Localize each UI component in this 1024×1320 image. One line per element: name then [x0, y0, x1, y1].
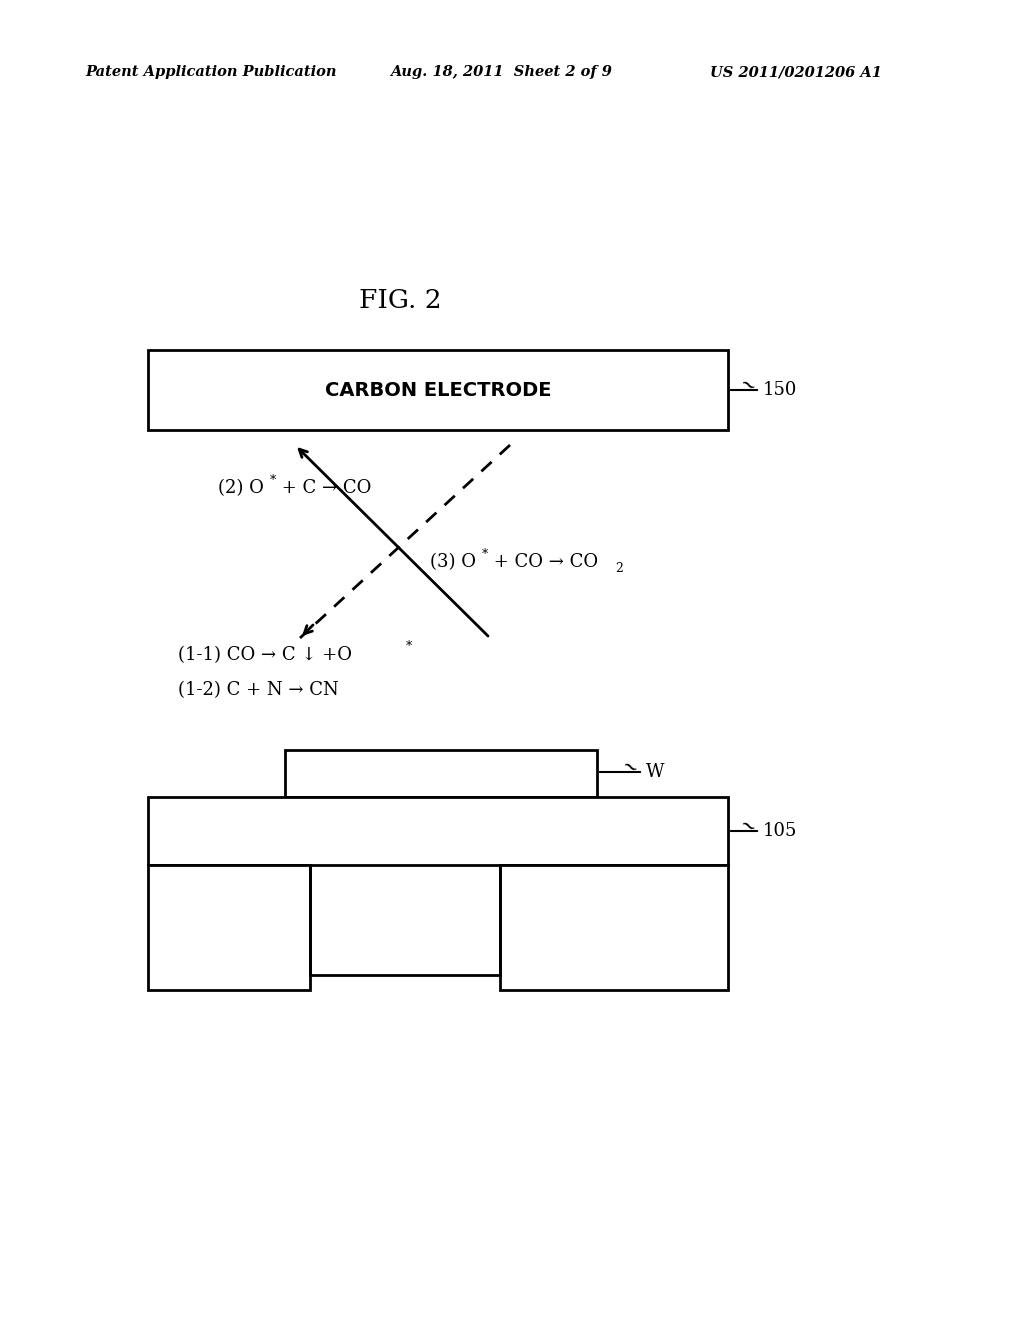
Text: ~: ~ — [736, 374, 760, 397]
Text: W: W — [646, 763, 665, 781]
Text: (3) O: (3) O — [430, 553, 476, 572]
Bar — [148, 350, 728, 430]
Text: *: * — [270, 474, 276, 487]
Bar — [148, 797, 728, 865]
Text: (1-2) C + N → CN: (1-2) C + N → CN — [178, 681, 339, 700]
Bar — [500, 865, 728, 990]
Text: Aug. 18, 2011  Sheet 2 of 9: Aug. 18, 2011 Sheet 2 of 9 — [390, 65, 612, 79]
Bar — [148, 865, 310, 990]
Text: US 2011/0201206 A1: US 2011/0201206 A1 — [710, 65, 882, 79]
Text: ~: ~ — [736, 816, 760, 840]
Text: (1-1) CO → C ↓ +O: (1-1) CO → C ↓ +O — [178, 645, 352, 664]
Text: + CO → CO: + CO → CO — [488, 553, 598, 572]
Text: FIG. 2: FIG. 2 — [358, 288, 441, 313]
Text: *: * — [406, 640, 413, 653]
Text: CARBON ELECTRODE: CARBON ELECTRODE — [325, 380, 551, 400]
Text: 105: 105 — [763, 822, 798, 840]
Text: *: * — [482, 548, 488, 561]
Bar — [285, 750, 597, 797]
Text: 2: 2 — [615, 561, 623, 574]
Text: ~: ~ — [618, 756, 642, 780]
Text: + C → CO: + C → CO — [276, 479, 372, 498]
Text: (2) O: (2) O — [218, 479, 264, 498]
Text: 150: 150 — [763, 381, 798, 399]
Text: Patent Application Publication: Patent Application Publication — [85, 65, 337, 79]
